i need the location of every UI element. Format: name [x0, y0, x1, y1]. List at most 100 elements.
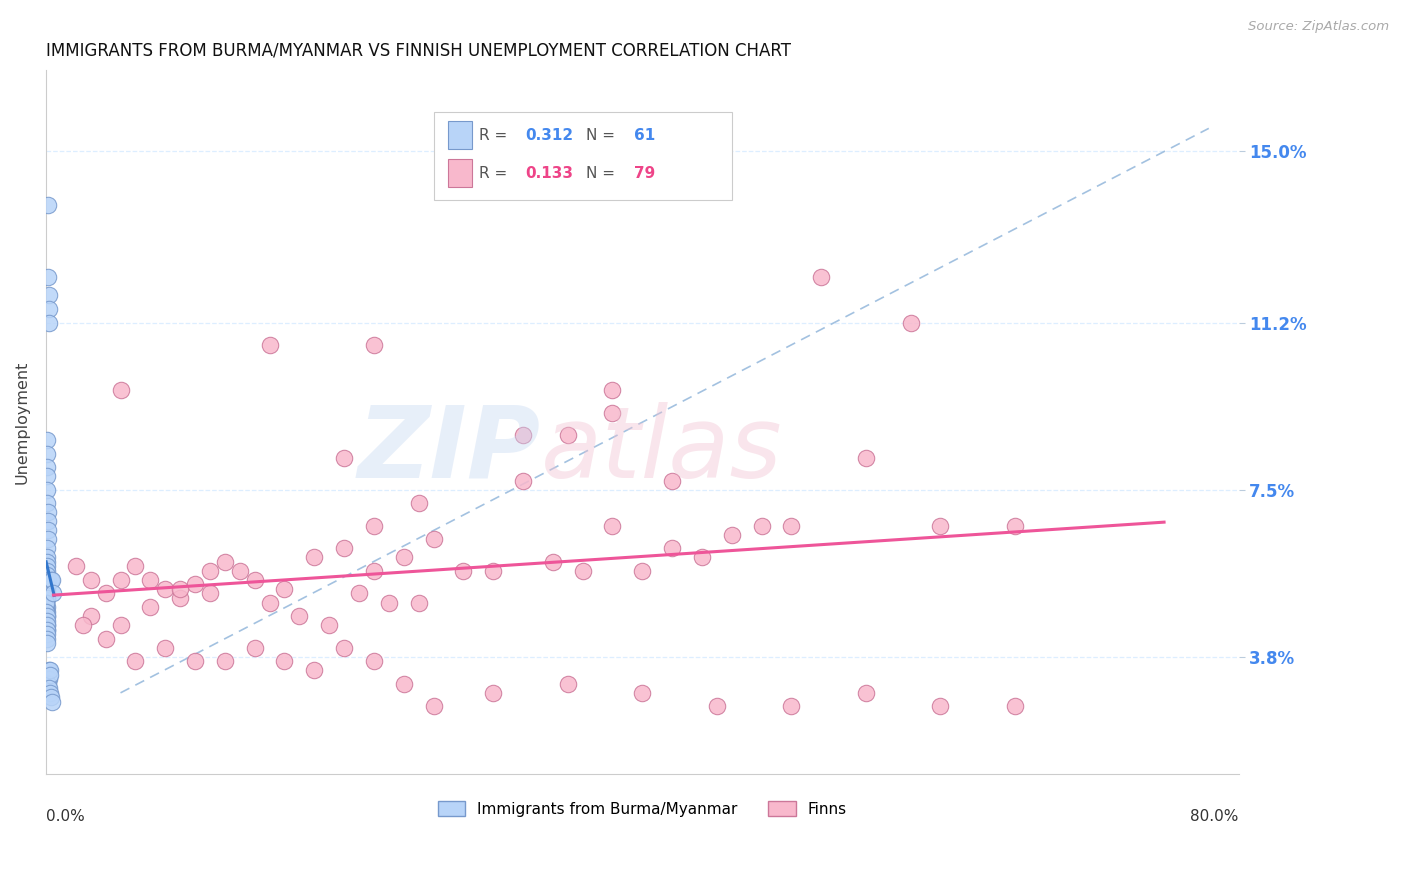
Point	[214, 555, 236, 569]
Text: 79: 79	[634, 166, 655, 181]
Point	[124, 559, 146, 574]
Point	[512, 428, 534, 442]
Text: N =: N =	[586, 166, 620, 181]
Point	[65, 559, 87, 574]
Point	[363, 518, 385, 533]
Point	[557, 428, 579, 442]
Y-axis label: Unemployment: Unemployment	[15, 360, 30, 483]
Point	[110, 573, 132, 587]
Bar	[449, 121, 472, 149]
Point	[35, 582, 58, 596]
Point	[35, 614, 58, 628]
Point	[602, 406, 624, 420]
Point	[39, 686, 62, 700]
Point	[37, 573, 59, 587]
Point	[35, 600, 58, 615]
Point	[198, 586, 221, 600]
Point	[631, 686, 654, 700]
Point	[214, 654, 236, 668]
Point	[631, 564, 654, 578]
Point	[288, 609, 311, 624]
Point	[333, 541, 356, 556]
Point	[363, 564, 385, 578]
Point	[392, 550, 415, 565]
Point	[541, 555, 564, 569]
Point	[243, 573, 266, 587]
Point	[661, 474, 683, 488]
Point	[1004, 699, 1026, 714]
Point	[35, 609, 58, 624]
Point	[198, 564, 221, 578]
Point	[363, 654, 385, 668]
Point	[453, 564, 475, 578]
Text: 80.0%: 80.0%	[1191, 809, 1239, 824]
Point	[482, 564, 505, 578]
Point	[139, 573, 162, 587]
Point	[38, 663, 60, 677]
Point	[38, 681, 60, 696]
Point	[39, 667, 62, 681]
Text: R =: R =	[479, 166, 512, 181]
Point	[37, 483, 59, 497]
Point	[124, 654, 146, 668]
Point	[184, 577, 207, 591]
Point	[35, 605, 58, 619]
Text: ZIP: ZIP	[359, 401, 541, 499]
Point	[900, 316, 922, 330]
Point	[571, 564, 593, 578]
Point	[38, 673, 60, 687]
Point	[304, 663, 326, 677]
Point	[42, 586, 65, 600]
Point	[35, 460, 58, 475]
Point	[80, 573, 103, 587]
Point	[602, 384, 624, 398]
Point	[855, 686, 877, 700]
Point	[690, 550, 713, 565]
Point	[110, 384, 132, 398]
Point	[929, 518, 952, 533]
Point	[35, 600, 58, 615]
Text: N =: N =	[586, 128, 620, 143]
Point	[72, 618, 94, 632]
Point	[35, 555, 58, 569]
Point	[37, 270, 59, 285]
Point	[35, 605, 58, 619]
Point	[35, 609, 58, 624]
Point	[35, 433, 58, 447]
Point	[35, 573, 58, 587]
Point	[318, 618, 340, 632]
Point	[35, 618, 58, 632]
Point	[363, 338, 385, 352]
Point	[169, 582, 191, 596]
Point	[720, 528, 742, 542]
Point	[80, 609, 103, 624]
Bar	[449, 159, 472, 187]
Point	[273, 582, 295, 596]
Text: 0.312: 0.312	[526, 128, 574, 143]
Point	[35, 591, 58, 605]
Point	[408, 595, 430, 609]
Point	[780, 518, 803, 533]
Point	[557, 677, 579, 691]
Point	[37, 677, 59, 691]
Point	[94, 632, 117, 646]
Point	[602, 518, 624, 533]
Point	[408, 496, 430, 510]
Point	[35, 541, 58, 556]
Point	[184, 654, 207, 668]
Point	[751, 518, 773, 533]
Point	[259, 338, 281, 352]
Text: IMMIGRANTS FROM BURMA/MYANMAR VS FINNISH UNEMPLOYMENT CORRELATION CHART: IMMIGRANTS FROM BURMA/MYANMAR VS FINNISH…	[46, 42, 792, 60]
FancyBboxPatch shape	[433, 112, 731, 200]
Point	[35, 605, 58, 619]
Point	[169, 591, 191, 605]
Point	[512, 474, 534, 488]
Point	[38, 301, 60, 316]
Text: atlas: atlas	[541, 401, 783, 499]
Text: 0.0%: 0.0%	[46, 809, 84, 824]
Point	[155, 582, 177, 596]
Text: 61: 61	[634, 128, 655, 143]
Point	[229, 564, 252, 578]
Point	[35, 618, 58, 632]
Point	[35, 595, 58, 609]
